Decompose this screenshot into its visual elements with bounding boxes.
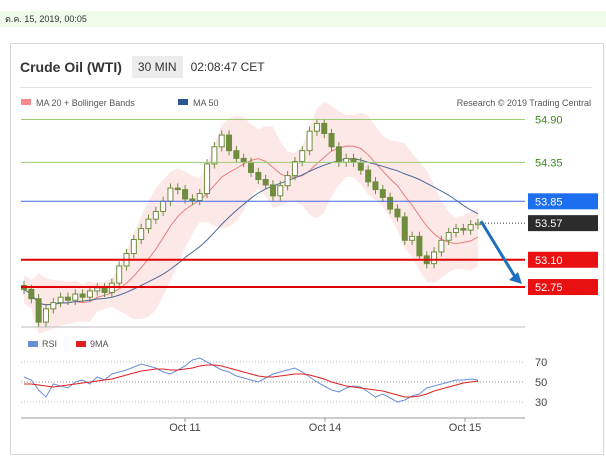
candle-body: [313, 122, 320, 132]
candle-body: [233, 150, 240, 159]
candle-body: [94, 287, 101, 292]
ma50-line: [23, 158, 479, 306]
candle-body: [262, 178, 269, 186]
legend-ma50: MA 50: [193, 98, 219, 108]
clock-time: 02:08:47 CET: [190, 60, 265, 74]
rsi-tick-label: 70: [535, 357, 547, 369]
forecast-arrow-head: [509, 272, 522, 285]
pivot-label: 53.85: [535, 196, 563, 208]
resistance-label: 54.90: [535, 114, 563, 126]
candle-body: [467, 224, 474, 231]
last-price-label-bg: [528, 215, 598, 232]
candle-body: [277, 185, 284, 197]
candle-body: [401, 216, 408, 241]
support-label: 52.75: [535, 282, 563, 294]
candle-body: [64, 296, 71, 301]
candle-body: [116, 265, 123, 284]
legend-swatch-rsi-ma: [76, 341, 86, 347]
legend-credit: Research © 2019 Trading Central: [457, 98, 591, 108]
candle-body: [226, 134, 233, 152]
candle-body: [160, 200, 167, 212]
rsi-tick-label: 30: [535, 397, 547, 409]
candle-body: [306, 130, 313, 152]
x-tick-label: Oct 11: [169, 422, 201, 434]
legend-swatch-ma50: [178, 99, 188, 105]
x-tick-label: Oct 15: [449, 422, 481, 434]
candle-body: [357, 161, 364, 171]
candle-body: [211, 146, 218, 165]
candle-body: [365, 169, 372, 183]
candle-body: [284, 175, 291, 187]
legend-bollinger: MA 20 + Bollinger Bands: [36, 98, 135, 108]
timeframe-badge[interactable]: 30 MIN: [131, 56, 183, 78]
candle-body: [416, 235, 423, 257]
candle-body: [350, 157, 357, 163]
rsi-tick-label: 50: [535, 377, 547, 389]
candle-body: [291, 161, 298, 177]
bollinger-band: [24, 101, 478, 334]
candle-body: [35, 298, 42, 323]
legend-rsi-ma: 9MA: [90, 339, 109, 349]
candle-body: [42, 308, 49, 323]
candle-body: [372, 181, 379, 191]
candle-body: [130, 238, 137, 255]
candle-body: [269, 184, 276, 197]
date-text: ต.ค. 15, 2019, 00:05: [5, 14, 87, 24]
candle-body: [438, 239, 445, 253]
candle-body: [167, 187, 174, 202]
candle-body: [387, 196, 394, 210]
candle-body: [379, 189, 386, 198]
legend-swatch-rsi: [28, 341, 38, 347]
candle-body: [189, 198, 196, 202]
candle-body: [196, 193, 203, 202]
candle-body: [299, 150, 306, 163]
candle-body: [409, 235, 416, 241]
chart-header: Crude Oil (WTI) 30 MIN 02:08:47 CET: [20, 56, 265, 78]
candle-body: [475, 222, 481, 226]
candle-body: [101, 287, 108, 293]
support-label-bg: [528, 251, 598, 268]
candle-body: [50, 302, 57, 310]
pivot-label-bg: [528, 193, 598, 210]
candle-body: [138, 228, 145, 240]
candle-body: [445, 231, 452, 241]
candle-body: [218, 134, 225, 148]
candle-body: [394, 208, 401, 218]
chart-panel: [10, 43, 604, 455]
candle-body: [335, 146, 342, 163]
candle-body: [152, 210, 159, 220]
candle-body: [453, 228, 460, 233]
candle-body: [255, 171, 262, 180]
candle-body: [321, 122, 328, 135]
candle-body: [204, 163, 211, 195]
forecast-arrow-shaft: [479, 220, 519, 281]
candle-body: [431, 251, 438, 265]
last-price-label: 53.57: [535, 218, 563, 230]
support-label: 53.10: [535, 255, 563, 267]
candle-body: [182, 189, 189, 200]
x-tick-label: Oct 14: [309, 422, 341, 434]
legend-swatch-bollinger: [21, 99, 31, 105]
candle-body: [240, 157, 247, 163]
legend-rsi: RSI: [42, 339, 57, 349]
candle-body: [86, 290, 93, 298]
candle-body: [72, 293, 79, 301]
support-label-bg: [528, 279, 598, 296]
candle-body: [248, 161, 254, 173]
rsi-line: [23, 357, 479, 403]
instrument-title: Crude Oil (WTI): [20, 59, 122, 75]
candle-body: [174, 187, 181, 191]
candle-body: [328, 133, 335, 148]
header-divider: [20, 87, 592, 88]
candle-body: [460, 228, 467, 231]
date-bar: ต.ค. 15, 2019, 00:05: [0, 11, 606, 27]
candle-body: [79, 293, 86, 298]
candle-body: [28, 288, 35, 300]
candle-body: [343, 157, 350, 163]
candle-body: [145, 218, 152, 230]
rsi-ma-line: [24, 364, 479, 398]
candle-body: [57, 296, 64, 304]
resistance-label: 54.35: [535, 157, 563, 169]
